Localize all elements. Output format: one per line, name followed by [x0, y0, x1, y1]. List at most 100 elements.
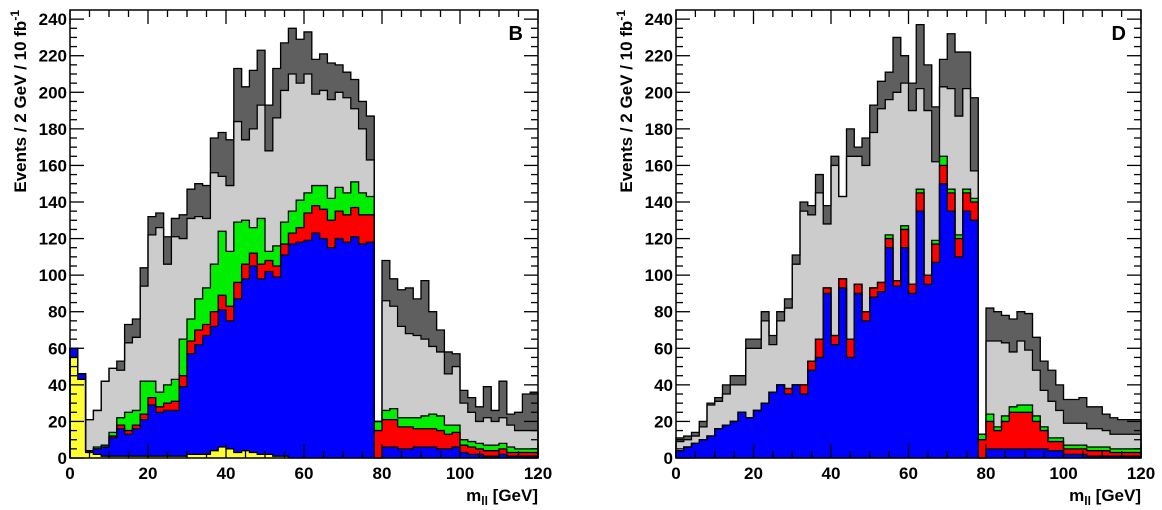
- bar: [319, 238, 328, 458]
- bar: [397, 326, 406, 458]
- bar: [397, 426, 406, 458]
- y-tick-label: 220: [645, 47, 673, 66]
- bar: [140, 286, 149, 458]
- bar: [265, 454, 274, 458]
- bar: [132, 428, 141, 458]
- bar: [272, 276, 282, 458]
- y-tick-label: 0: [58, 449, 67, 468]
- bar: [784, 394, 793, 458]
- y-tick-label: 240: [39, 10, 67, 29]
- bar: [296, 242, 305, 458]
- bar: [530, 456, 539, 458]
- bar: [124, 434, 133, 458]
- bar: [869, 297, 879, 458]
- bar: [908, 293, 917, 458]
- bar: [815, 192, 824, 459]
- bar: [962, 211, 972, 458]
- bar: [218, 447, 227, 458]
- bar: [483, 456, 492, 458]
- bar: [444, 373, 453, 458]
- bar: [265, 271, 274, 458]
- series-2: [70, 233, 539, 458]
- bar: [210, 450, 219, 458]
- panel-label: D: [1112, 23, 1126, 45]
- bar: [382, 300, 391, 458]
- bar: [444, 448, 453, 458]
- y-tick-label: 80: [654, 303, 673, 322]
- x-tick-label: 80: [977, 464, 996, 483]
- bar: [506, 456, 516, 458]
- bar: [249, 452, 258, 458]
- bar: [413, 335, 422, 458]
- bar: [676, 441, 685, 458]
- bar: [691, 443, 700, 458]
- bar: [428, 346, 438, 458]
- bar: [1110, 434, 1119, 458]
- bar: [924, 284, 933, 458]
- bar: [676, 450, 685, 458]
- bar: [179, 456, 188, 458]
- x-tick-label: 80: [373, 464, 392, 483]
- bar: [491, 421, 500, 458]
- bar: [148, 456, 157, 458]
- bar: [1048, 441, 1057, 458]
- bar: [218, 309, 227, 458]
- bar: [893, 92, 902, 458]
- bar: [807, 370, 817, 458]
- bar: [194, 344, 204, 458]
- y-tick-label: 240: [645, 10, 673, 29]
- bar: [745, 417, 755, 458]
- bar: [311, 233, 321, 458]
- bar: [947, 211, 956, 458]
- bar: [499, 448, 508, 458]
- bar: [1094, 456, 1103, 458]
- y-tick-label: 80: [48, 303, 67, 322]
- x-tick-label: 100: [446, 464, 474, 483]
- y-axis-title: Events / 2 GeV / 10 fb-1: [614, 10, 636, 193]
- bar: [233, 298, 243, 458]
- bar: [1001, 342, 1010, 458]
- bar: [1024, 350, 1034, 458]
- bar: [753, 348, 762, 458]
- y-tick-label: 120: [39, 230, 67, 249]
- bar: [202, 335, 211, 458]
- bar: [683, 447, 693, 458]
- bar: [475, 421, 484, 458]
- bar: [854, 293, 863, 458]
- bar: [1133, 456, 1142, 458]
- bar: [257, 454, 266, 458]
- series-outline-5: [69, 73, 539, 458]
- bar: [1017, 340, 1026, 458]
- bar: [738, 412, 747, 458]
- bar: [722, 425, 731, 458]
- bar: [132, 456, 141, 458]
- series-outline-4: [675, 155, 1142, 458]
- bar: [1125, 452, 1134, 458]
- bar: [522, 394, 531, 458]
- bar: [288, 244, 297, 458]
- bar: [986, 448, 995, 458]
- bar: [1001, 421, 1010, 458]
- bar: [179, 386, 188, 458]
- bar: [155, 227, 165, 458]
- bar: [530, 392, 539, 458]
- bar: [1071, 454, 1080, 458]
- bar: [405, 426, 414, 458]
- bar: [1117, 434, 1127, 458]
- series-outline-5: [675, 82, 1142, 458]
- bar: [993, 448, 1003, 458]
- bar: [1040, 390, 1049, 458]
- bar: [382, 447, 391, 458]
- bar: [1032, 370, 1041, 458]
- x-tick-label: 0: [65, 464, 74, 483]
- bar: [304, 240, 313, 458]
- bar: [807, 214, 817, 458]
- bar: [272, 456, 282, 458]
- bar: [506, 452, 516, 458]
- x-tick-label: 60: [295, 464, 314, 483]
- series-2: [676, 183, 1142, 458]
- bar: [327, 247, 336, 458]
- bar: [124, 342, 133, 458]
- panel-d: 0 20 40 60 80 100 120 0 20 40 60 80 100 120 140 160 180 2…: [614, 9, 1155, 508]
